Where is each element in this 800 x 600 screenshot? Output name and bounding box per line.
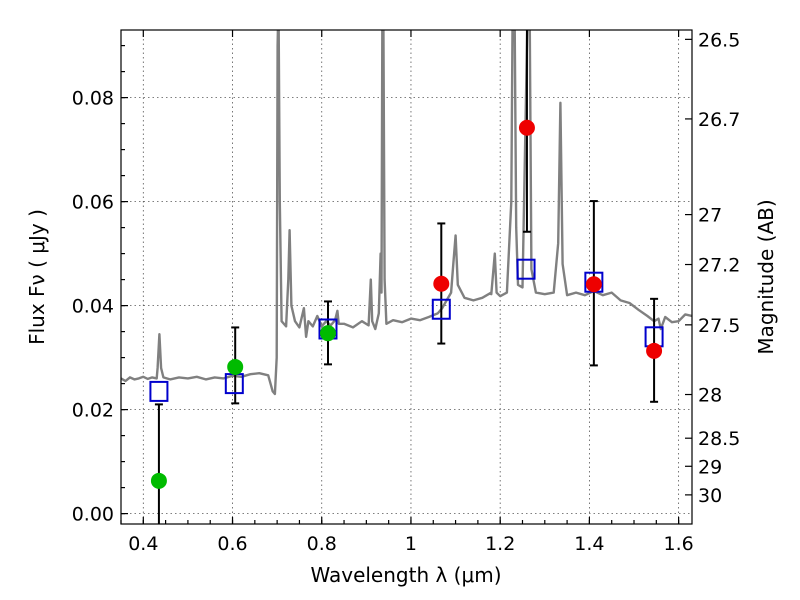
right-tick-label: 30: [698, 485, 722, 507]
x-tick-label: 1.6: [664, 533, 694, 555]
axis-ticks: 0.4 0.6 0.8 1 1.2 1.4 1.6 0.00 0.02 0.04 0.06 0.08 2…: [72, 29, 741, 555]
model-photometry-square: [431, 298, 451, 320]
model-spectrum: [121, 30, 692, 396]
plot-frame: [120, 29, 693, 525]
right-tick-label: 29: [698, 456, 722, 478]
right-tick-label: 26.7: [698, 109, 740, 131]
observed-point: [585, 276, 602, 293]
right-tick-label: 28: [698, 385, 722, 407]
y-axis-title: Flux Fν ( μJy ): [25, 209, 49, 345]
observed-point: [646, 342, 663, 359]
error-bars: [154, 30, 659, 524]
model-photometry-points: [149, 258, 664, 402]
x-axis-title: Wavelength λ (μm): [310, 563, 501, 587]
right-tick-label: 28.5: [698, 428, 740, 450]
right-tick-label: 27.2: [698, 255, 740, 277]
observed-points: [150, 119, 663, 489]
right-tick-label: 26.5: [698, 29, 740, 51]
model-photometry-square: [516, 258, 536, 280]
observed-point: [227, 358, 244, 375]
x-tick-label: 0.6: [217, 533, 247, 555]
observed-point: [319, 325, 336, 342]
grid: [121, 30, 692, 524]
y-tick-label: 0.02: [72, 400, 114, 422]
y-tick-label: 0.08: [72, 88, 114, 110]
y-tick-label: 0.00: [72, 504, 114, 526]
model-photometry-square: [149, 380, 169, 402]
x-tick-label: 0.8: [307, 533, 337, 555]
spectrum-line: [121, 30, 692, 396]
x-tick-label: 1.2: [485, 533, 515, 555]
y-tick-label: 0.06: [72, 192, 114, 214]
y-tick-label: 0.04: [72, 296, 114, 318]
right-tick-label: 27: [698, 205, 722, 227]
x-tick-label: 0.4: [128, 533, 158, 555]
y-axis-right-title: Magnitude (AB): [754, 199, 778, 354]
right-tick-label: 27.5: [698, 315, 740, 337]
observed-point: [518, 119, 535, 136]
observed-point: [433, 275, 450, 292]
x-tick-label: 1.4: [574, 533, 604, 555]
x-tick-label: 1: [405, 533, 417, 555]
observed-point: [150, 472, 167, 489]
